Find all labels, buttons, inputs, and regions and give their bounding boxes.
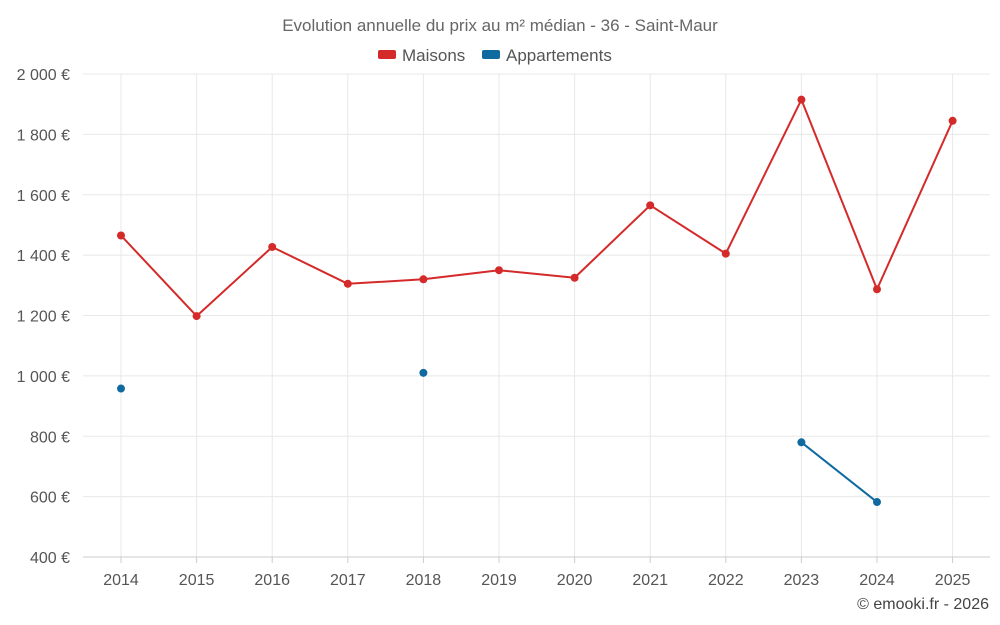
maisons-point-2020[interactable] (570, 273, 579, 282)
y-tick-label: 2 000 € (17, 67, 70, 84)
maisons-point-2022[interactable] (721, 249, 730, 258)
legend: Maisons Appartements (378, 46, 612, 65)
appartements-point-2014[interactable] (117, 384, 125, 393)
chart-title: Evolution annuelle du prix au m² médian … (282, 16, 718, 35)
y-tick-label: 1 800 € (17, 127, 70, 144)
x-tick-label: 2025 (935, 572, 971, 589)
series (117, 95, 957, 507)
y-tick-label: 600 € (30, 490, 70, 507)
x-tick-label: 2021 (632, 572, 668, 589)
maisons-line-segment (800, 98, 878, 291)
maisons-line-segment (346, 278, 425, 285)
maisons-point-2023[interactable] (797, 95, 806, 104)
maisons-line-segment (498, 269, 576, 279)
series-maisons (117, 95, 957, 321)
maisons-point-2019[interactable] (495, 266, 503, 275)
legend-swatch-appartements (482, 50, 500, 59)
appartements-line-segment (800, 441, 878, 504)
maisons-point-2015[interactable] (192, 312, 201, 321)
y-tick-label: 1 600 € (17, 188, 70, 205)
y-tick-label: 1 000 € (17, 369, 70, 386)
maisons-point-2017[interactable] (343, 279, 352, 288)
x-tick-label: 2024 (859, 572, 895, 589)
grid (83, 73, 990, 557)
maisons-line-segment (195, 245, 274, 318)
legend-item-maisons[interactable]: Maisons (378, 46, 465, 65)
maisons-point-2021[interactable] (646, 201, 655, 210)
x-tick-label: 2023 (784, 572, 820, 589)
maisons-line-segment (573, 204, 652, 279)
y-tick-label: 1 200 € (17, 309, 70, 326)
credit-text: © emooki.fr - 2026 (857, 596, 989, 613)
x-tick-label: 2016 (254, 572, 290, 589)
maisons-line-segment (724, 98, 803, 255)
y-tick-label: 400 € (30, 550, 70, 567)
x-tick-label: 2014 (103, 572, 139, 589)
maisons-point-2024[interactable] (873, 285, 881, 294)
y-tick-label: 1 400 € (17, 248, 70, 265)
axes: 400 € 600 € 800 € 1 000 € 1 200 € 1 400 € 1 60… (17, 67, 990, 589)
series-appartements (117, 368, 881, 507)
maisons-point-2025[interactable] (948, 116, 957, 125)
appartements-point-2024[interactable] (873, 498, 881, 507)
maisons-point-2014[interactable] (117, 231, 125, 240)
maisons-point-2016[interactable] (268, 242, 277, 251)
y-tick-label: 800 € (30, 429, 70, 446)
maisons-point-2018[interactable] (419, 275, 428, 284)
appartements-point-2018[interactable] (419, 368, 428, 377)
legend-swatch-maisons (378, 50, 396, 59)
x-tick-label: 2018 (406, 572, 442, 589)
x-tick-label: 2017 (330, 572, 366, 589)
maisons-line-segment (422, 269, 500, 281)
maisons-line-segment (120, 234, 198, 318)
maisons-line-segment (876, 119, 954, 291)
legend-label-maisons: Maisons (402, 46, 465, 65)
legend-item-appartements[interactable]: Appartements (482, 46, 612, 65)
maisons-line-segment (271, 245, 349, 285)
appartements-point-2023[interactable] (797, 438, 806, 447)
x-tick-label: 2020 (557, 572, 593, 589)
maisons-line-segment (649, 204, 727, 255)
x-tick-label: 2015 (179, 572, 215, 589)
x-tick-label: 2022 (708, 572, 744, 589)
x-tick-label: 2019 (481, 572, 517, 589)
legend-label-appartements: Appartements (506, 46, 612, 65)
